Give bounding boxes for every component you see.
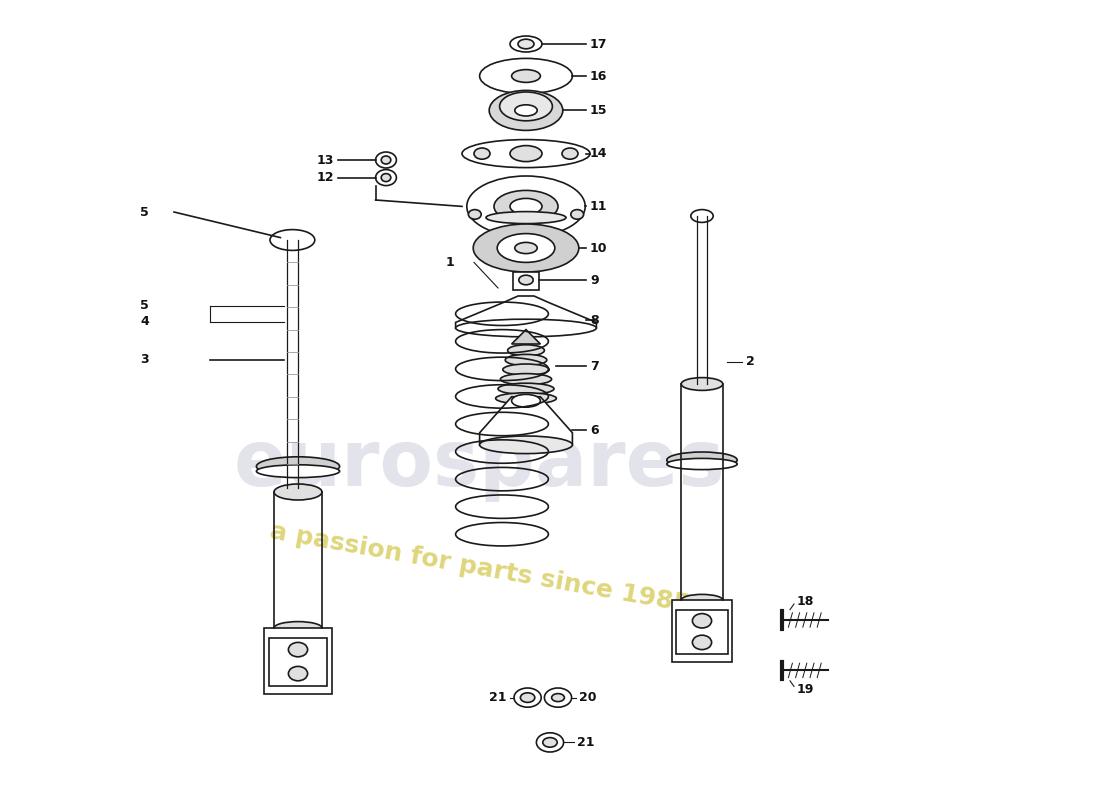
Ellipse shape <box>375 170 396 186</box>
Text: 8: 8 <box>590 314 598 326</box>
Polygon shape <box>480 397 572 445</box>
Ellipse shape <box>667 458 737 470</box>
Text: 6: 6 <box>590 424 598 437</box>
Text: 5: 5 <box>141 299 150 312</box>
Ellipse shape <box>496 393 557 404</box>
Ellipse shape <box>382 174 390 182</box>
Text: 5: 5 <box>141 206 150 218</box>
Text: 20: 20 <box>579 691 596 704</box>
Text: 1: 1 <box>446 256 454 269</box>
Ellipse shape <box>288 666 308 681</box>
Ellipse shape <box>503 364 549 375</box>
Ellipse shape <box>691 210 713 222</box>
Bar <box>676 610 727 654</box>
Ellipse shape <box>473 224 579 272</box>
Ellipse shape <box>256 465 340 478</box>
Ellipse shape <box>256 457 340 476</box>
Polygon shape <box>455 296 596 328</box>
Ellipse shape <box>474 148 490 159</box>
Text: 2: 2 <box>746 355 755 368</box>
Ellipse shape <box>510 36 542 52</box>
Bar <box>672 600 733 662</box>
Ellipse shape <box>480 436 572 454</box>
Ellipse shape <box>498 383 554 394</box>
Ellipse shape <box>537 733 563 752</box>
Ellipse shape <box>497 234 554 262</box>
Ellipse shape <box>490 90 563 130</box>
Text: 9: 9 <box>590 274 598 286</box>
Ellipse shape <box>667 452 737 468</box>
Text: 10: 10 <box>590 242 607 254</box>
Ellipse shape <box>499 92 552 121</box>
Text: 19: 19 <box>796 683 814 696</box>
Text: 18: 18 <box>796 595 814 608</box>
Text: 15: 15 <box>590 104 607 117</box>
Ellipse shape <box>462 139 590 167</box>
Ellipse shape <box>512 394 540 407</box>
Ellipse shape <box>692 614 712 628</box>
Text: 16: 16 <box>590 70 607 82</box>
Ellipse shape <box>274 622 322 634</box>
Ellipse shape <box>480 58 572 94</box>
Text: 17: 17 <box>590 38 607 50</box>
Text: eurospares: eurospares <box>234 426 725 502</box>
Ellipse shape <box>681 594 723 606</box>
Text: a passion for parts since 1985: a passion for parts since 1985 <box>267 519 692 617</box>
Ellipse shape <box>512 70 540 82</box>
Ellipse shape <box>505 354 547 366</box>
Ellipse shape <box>562 148 578 159</box>
Ellipse shape <box>571 210 584 219</box>
Polygon shape <box>512 330 540 344</box>
Bar <box>264 628 331 694</box>
Ellipse shape <box>519 275 534 285</box>
Ellipse shape <box>520 693 535 702</box>
Text: 21: 21 <box>578 736 595 749</box>
Ellipse shape <box>270 230 315 250</box>
Ellipse shape <box>551 694 564 702</box>
Ellipse shape <box>455 319 596 337</box>
Ellipse shape <box>466 176 585 237</box>
Text: 4: 4 <box>141 315 150 328</box>
Bar <box>514 272 539 290</box>
Ellipse shape <box>515 242 537 254</box>
Text: 11: 11 <box>590 200 607 213</box>
Ellipse shape <box>469 210 481 219</box>
Ellipse shape <box>382 156 390 164</box>
Text: 13: 13 <box>317 154 334 166</box>
Ellipse shape <box>288 642 308 657</box>
Text: 3: 3 <box>141 354 149 366</box>
Text: 7: 7 <box>590 360 598 373</box>
Text: 14: 14 <box>590 147 607 160</box>
Ellipse shape <box>274 484 322 500</box>
Ellipse shape <box>486 212 566 223</box>
Text: 21: 21 <box>488 691 506 704</box>
Ellipse shape <box>507 345 544 356</box>
Ellipse shape <box>510 198 542 214</box>
Ellipse shape <box>500 374 551 385</box>
Ellipse shape <box>515 105 537 116</box>
Text: 12: 12 <box>317 171 334 184</box>
Ellipse shape <box>514 688 541 707</box>
Ellipse shape <box>375 152 396 168</box>
Ellipse shape <box>494 190 558 222</box>
Ellipse shape <box>692 635 712 650</box>
Ellipse shape <box>542 738 558 747</box>
Ellipse shape <box>518 39 534 49</box>
Ellipse shape <box>510 146 542 162</box>
Ellipse shape <box>544 688 572 707</box>
Ellipse shape <box>681 378 723 390</box>
Bar <box>270 638 327 686</box>
